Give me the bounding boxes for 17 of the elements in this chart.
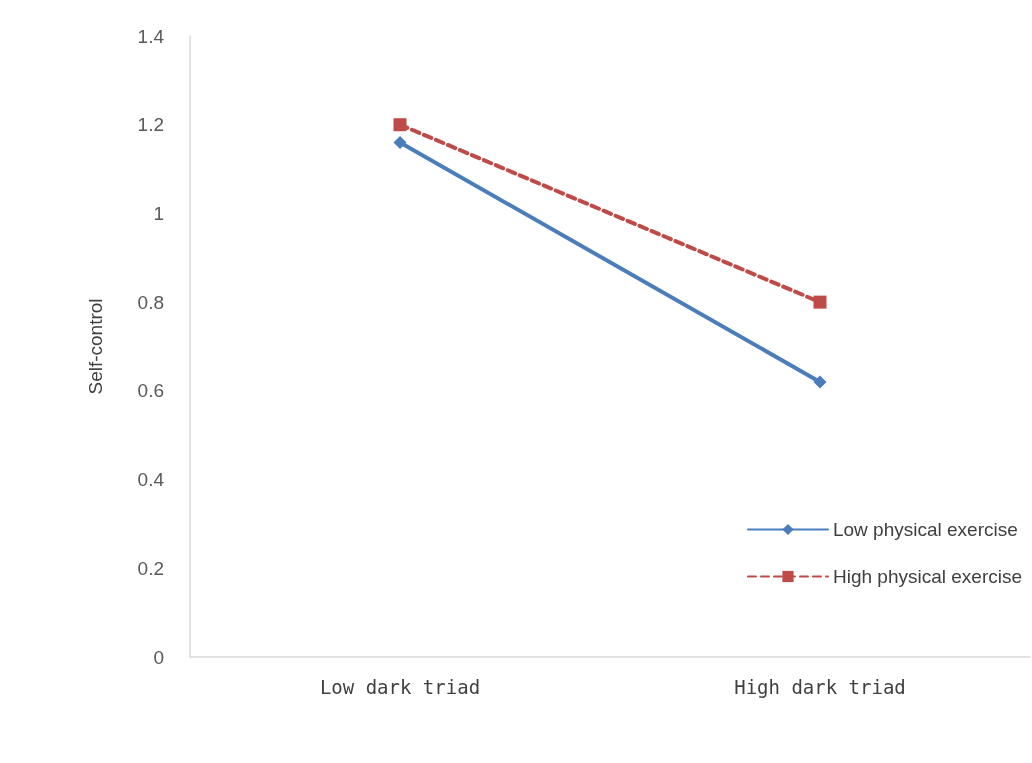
- y-tick-label: 0.4: [137, 469, 165, 491]
- point: [393, 118, 407, 132]
- y-tick-label: 0: [153, 646, 164, 668]
- point: [393, 135, 407, 149]
- point: [813, 295, 827, 309]
- legend-label: Low physical exercise: [832, 519, 1018, 540]
- y-tick-label: 0.2: [137, 557, 164, 579]
- y-tick-label: 1.2: [137, 114, 164, 136]
- point: [813, 375, 827, 389]
- y-axis-title: Self-control: [85, 298, 106, 395]
- legend-label: High physical exercise: [832, 566, 1023, 587]
- x-tick-label: Low dark triad: [319, 675, 481, 698]
- y-tick-label: 0.6: [137, 380, 164, 402]
- x-tick-label: High dark triad: [734, 675, 906, 698]
- y-tick-label: 0.8: [137, 291, 164, 313]
- y-tick-label: 1: [153, 202, 164, 224]
- y-tick-label: 1.4: [137, 25, 165, 47]
